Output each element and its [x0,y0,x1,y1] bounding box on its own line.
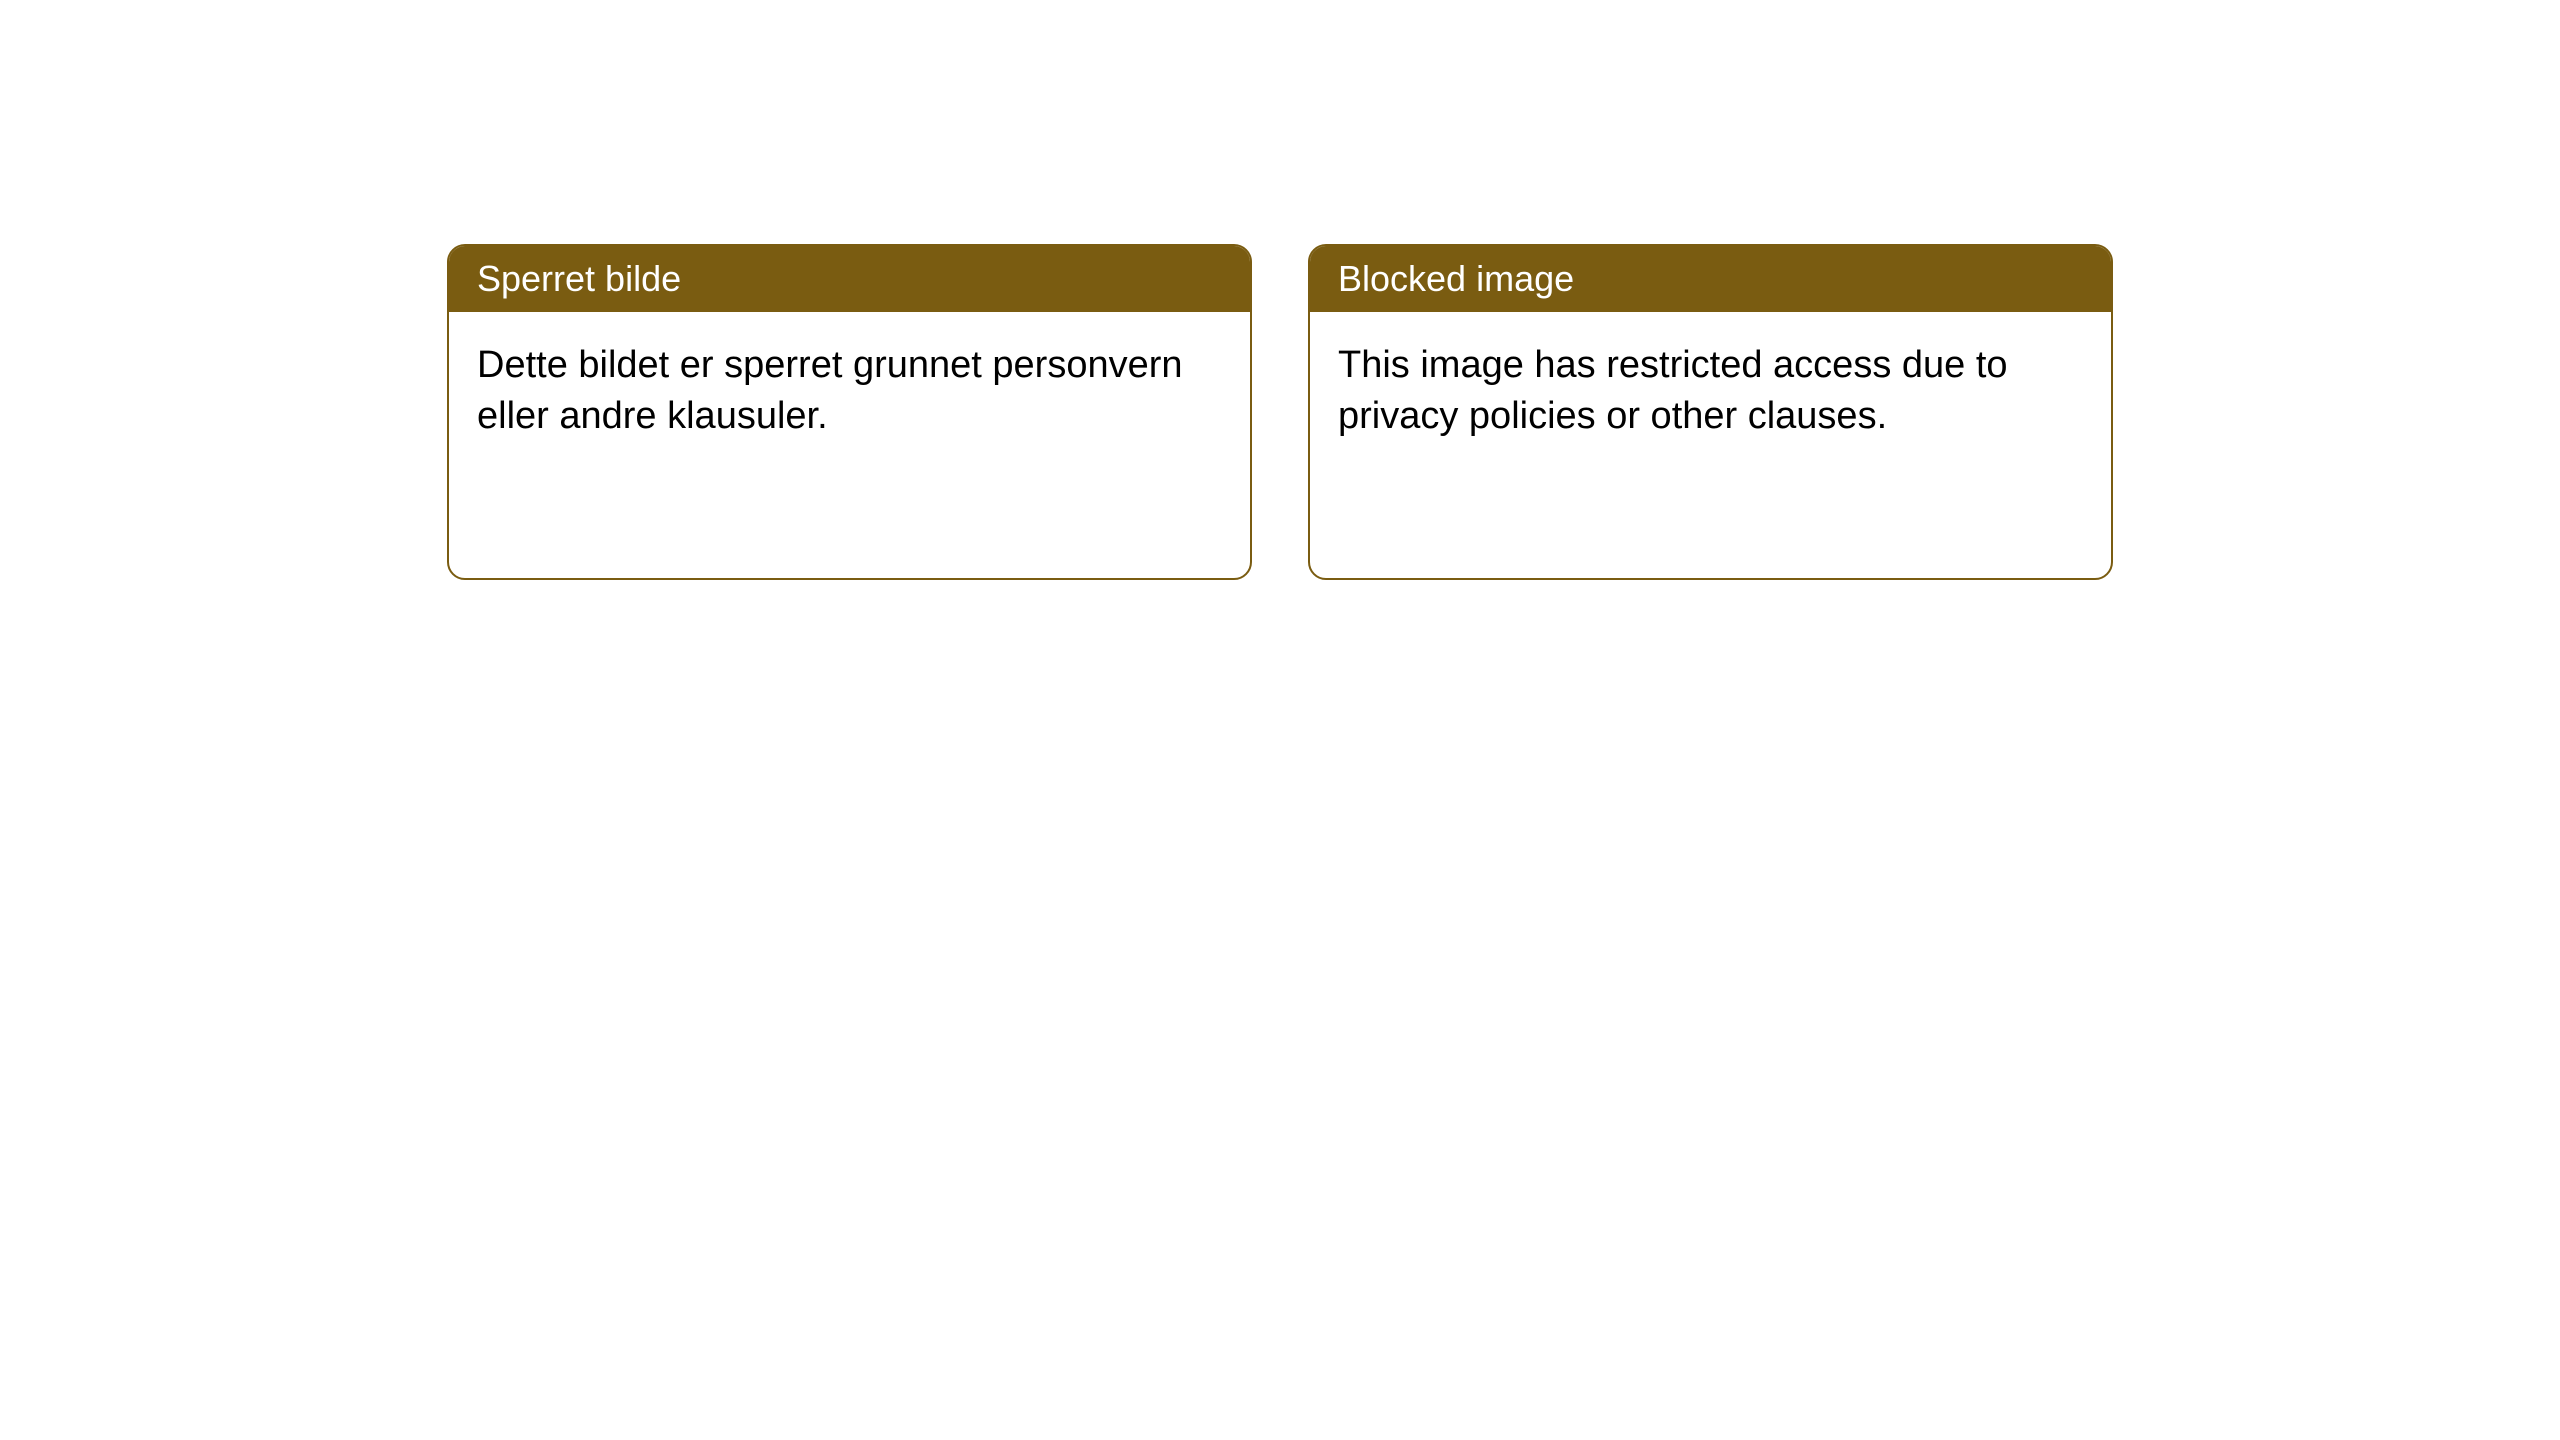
notice-card-norwegian: Sperret bilde Dette bildet er sperret gr… [447,244,1252,580]
notice-body: This image has restricted access due to … [1310,312,2111,471]
notice-container: Sperret bilde Dette bildet er sperret gr… [447,244,2113,580]
notice-body-text: Dette bildet er sperret grunnet personve… [477,344,1183,437]
notice-body-text: This image has restricted access due to … [1338,344,2008,437]
notice-header-text: Sperret bilde [477,258,681,299]
notice-header-text: Blocked image [1338,258,1574,299]
notice-header: Sperret bilde [449,246,1250,312]
notice-header: Blocked image [1310,246,2111,312]
notice-body: Dette bildet er sperret grunnet personve… [449,312,1250,471]
notice-card-english: Blocked image This image has restricted … [1308,244,2113,580]
